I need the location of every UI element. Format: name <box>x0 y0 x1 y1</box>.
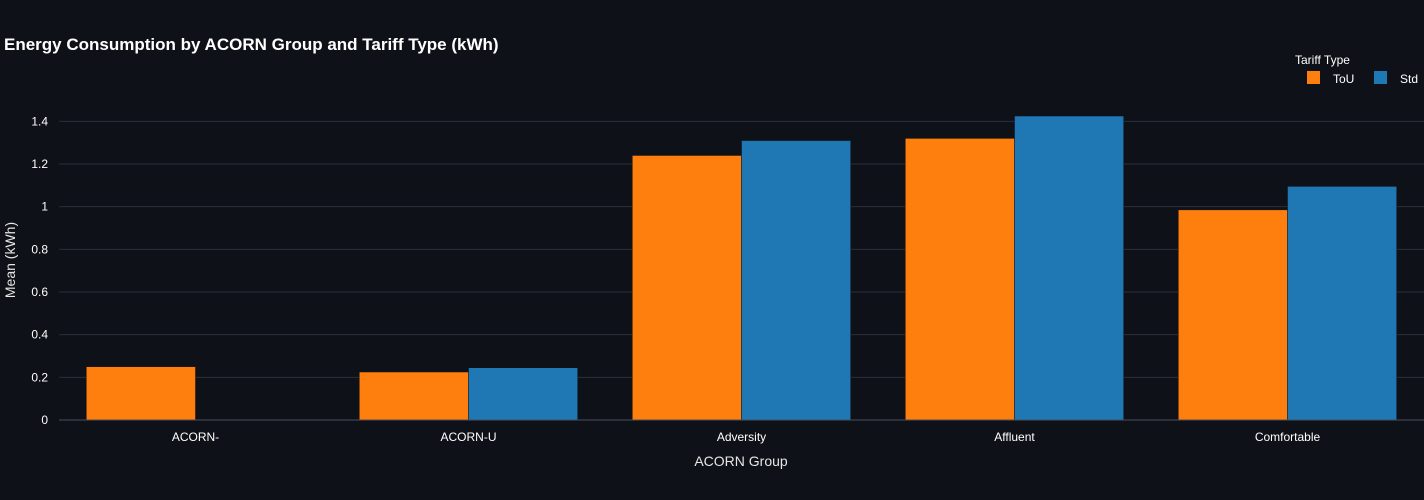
legend[interactable]: Tariff Type ToU Std <box>1295 53 1418 86</box>
bar-std-affluent[interactable] <box>1014 115 1124 421</box>
y-tick-label: 1.4 <box>31 114 48 128</box>
chart-title: Energy Consumption by ACORN Group and Ta… <box>4 35 499 54</box>
legend-swatch-tou[interactable] <box>1307 71 1320 84</box>
bar-tou-comfortable[interactable] <box>1178 209 1288 421</box>
legend-label-std[interactable]: Std <box>1400 72 1418 86</box>
y-tick-label: 0.6 <box>31 285 48 299</box>
y-tick-label: 0 <box>41 413 48 427</box>
y-tick-label: 0.2 <box>31 370 48 384</box>
x-tick-label: Adversity <box>717 430 766 444</box>
y-tick-label: 1.2 <box>31 157 48 171</box>
legend-title: Tariff Type <box>1295 53 1350 67</box>
bar-tou-adversity[interactable] <box>632 155 742 421</box>
y-tick-label: 0.8 <box>31 242 48 256</box>
y-tick-label: 1 <box>41 200 48 214</box>
x-tick-label: ACORN-U <box>441 430 497 444</box>
bars <box>86 115 1397 421</box>
bar-std-acorn-u[interactable] <box>468 367 578 421</box>
bar-tou-affluent[interactable] <box>905 138 1015 421</box>
bar-std-adversity[interactable] <box>741 140 851 421</box>
y-axis-title: Mean (kWh) <box>2 222 18 298</box>
x-tick-label: Affluent <box>994 430 1035 444</box>
legend-label-tou[interactable]: ToU <box>1333 72 1354 86</box>
y-tick-label: 0.4 <box>31 328 48 342</box>
bar-tou-acorn-u[interactable] <box>359 371 469 421</box>
bar-std-comfortable[interactable] <box>1287 186 1397 421</box>
bar-tou-acorn-[interactable] <box>86 366 196 421</box>
x-tick-label: ACORN- <box>172 430 219 444</box>
x-tick-label: Comfortable <box>1255 430 1321 444</box>
x-axis-title: ACORN Group <box>694 453 788 469</box>
axes: 0 0.2 0.4 0.6 0.8 1 1.2 1.4 ACORN- ACORN-U Adversi… <box>31 114 1424 444</box>
legend-swatch-std[interactable] <box>1374 71 1387 84</box>
